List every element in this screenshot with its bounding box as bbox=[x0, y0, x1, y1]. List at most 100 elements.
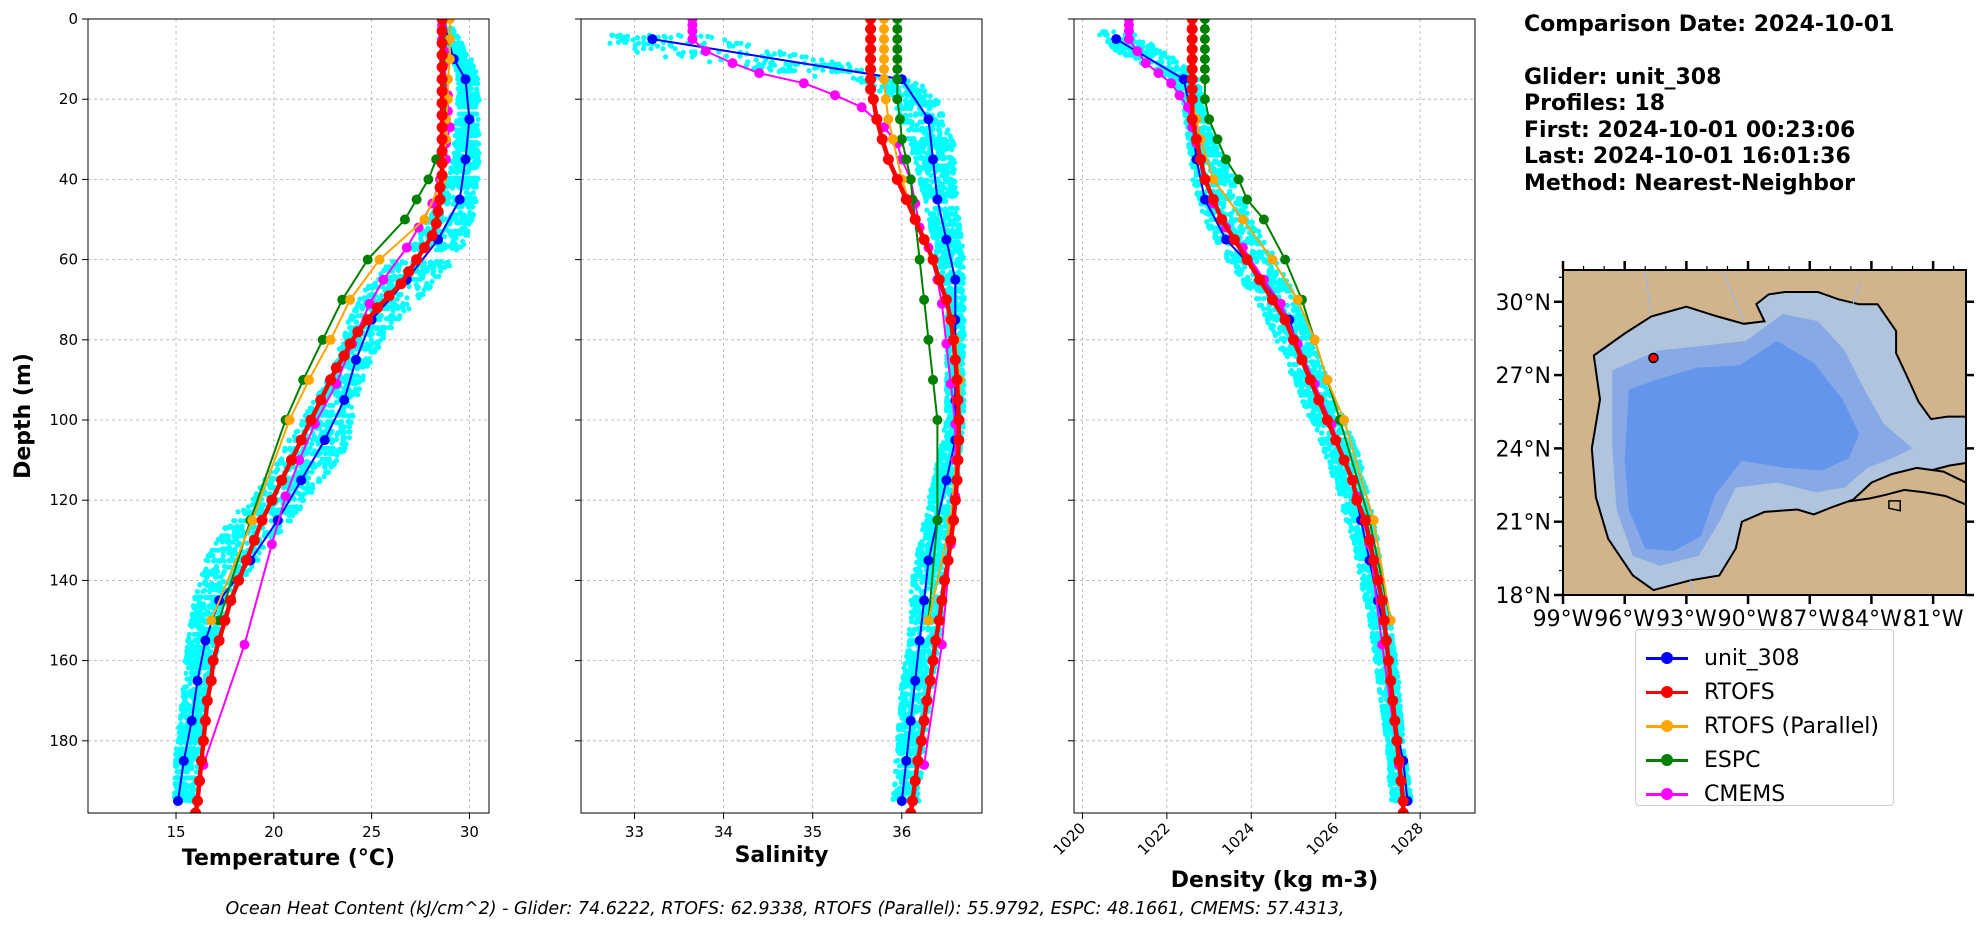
glider-sample-point bbox=[195, 746, 201, 752]
glider-sample-point bbox=[210, 567, 217, 573]
glider-sample-point bbox=[459, 52, 465, 58]
data-point bbox=[434, 181, 446, 193]
glider-sample-point bbox=[458, 209, 464, 215]
glider-sample-point bbox=[424, 280, 430, 286]
data-point bbox=[436, 109, 448, 121]
glider-sample-point bbox=[185, 690, 191, 696]
glider-sample-point bbox=[470, 190, 476, 196]
data-point bbox=[444, 122, 455, 133]
glider-sample-point bbox=[287, 518, 293, 524]
glider-sample-point bbox=[429, 279, 435, 285]
glider-sample-point bbox=[207, 589, 213, 595]
glider-sample-point bbox=[406, 306, 412, 312]
glider-sample-point bbox=[610, 32, 616, 38]
glider-sample-point bbox=[462, 61, 468, 67]
glider-sample-point bbox=[334, 452, 340, 458]
glider-sample-point bbox=[456, 86, 462, 92]
glider-sample-point bbox=[460, 122, 466, 128]
glider-sample-point bbox=[209, 640, 215, 646]
glider-sample-point bbox=[450, 28, 456, 34]
glider-sample-point bbox=[431, 268, 437, 274]
glider-sample-point bbox=[455, 140, 461, 146]
data-point bbox=[436, 49, 448, 61]
glider-sample-point bbox=[309, 482, 315, 488]
glider-sample-point bbox=[918, 94, 925, 101]
glider-sample-point bbox=[641, 39, 647, 45]
glider-sample-point bbox=[959, 367, 965, 373]
glider-sample-point bbox=[346, 435, 352, 441]
glider-sample-point bbox=[955, 227, 961, 233]
data-point bbox=[284, 415, 295, 425]
data-point bbox=[233, 574, 245, 586]
glider-sample-point bbox=[452, 161, 458, 167]
glider-sample-point bbox=[345, 418, 352, 425]
glider-sample-point bbox=[447, 228, 453, 234]
glider-sample-point bbox=[274, 466, 280, 473]
glider-sample-point bbox=[184, 724, 190, 730]
glider-sample-point bbox=[400, 300, 406, 307]
glider-sample-point bbox=[934, 146, 941, 152]
glider-sample-point bbox=[778, 52, 784, 58]
data-point bbox=[436, 157, 448, 169]
x-tick-label: 20 bbox=[264, 823, 283, 841]
glider-sample-point bbox=[237, 518, 244, 524]
glider-sample-point bbox=[424, 268, 430, 274]
glider-sample-point bbox=[324, 469, 330, 475]
glider-sample-point bbox=[340, 436, 346, 442]
data-point bbox=[444, 54, 455, 65]
glider-sample-point bbox=[299, 466, 305, 473]
glider-sample-point bbox=[197, 594, 203, 600]
glider-sample-point bbox=[185, 676, 191, 682]
glider-sample-point bbox=[257, 507, 264, 513]
glider-sample-point bbox=[176, 746, 183, 752]
glider-sample-point bbox=[322, 461, 328, 467]
glider-sample-point bbox=[473, 90, 479, 96]
glider-sample-point bbox=[913, 160, 919, 166]
glider-sample-point bbox=[323, 456, 329, 462]
data-point bbox=[432, 206, 444, 217]
data-point bbox=[413, 222, 424, 233]
glider-sample-point bbox=[941, 207, 947, 213]
glider-sample-point bbox=[959, 272, 965, 278]
data-point bbox=[423, 174, 434, 185]
glider-sample-point bbox=[929, 178, 935, 185]
glider-sample-point bbox=[737, 53, 743, 59]
glider-sample-point bbox=[941, 427, 947, 433]
glider-sample-point bbox=[829, 59, 835, 65]
data-point bbox=[305, 414, 317, 426]
glider-sample-point bbox=[465, 228, 471, 234]
glider-sample-point bbox=[946, 154, 952, 160]
data-point bbox=[239, 639, 250, 650]
data-point bbox=[266, 539, 277, 550]
glider-sample-point bbox=[471, 69, 477, 75]
glider-sample-point bbox=[369, 341, 375, 347]
glider-sample-point bbox=[950, 140, 956, 146]
data-point bbox=[454, 194, 465, 205]
data-point bbox=[374, 254, 385, 265]
glider-sample-point bbox=[461, 140, 467, 146]
glider-sample-point bbox=[465, 61, 471, 67]
glider-sample-point bbox=[287, 446, 293, 452]
data-point bbox=[200, 635, 211, 646]
glider-sample-point bbox=[186, 640, 193, 646]
glider-sample-point bbox=[183, 684, 189, 690]
data-point bbox=[351, 354, 361, 365]
glider-sample-point bbox=[404, 301, 410, 307]
glider-sample-point bbox=[946, 211, 952, 217]
glider-sample-point bbox=[427, 264, 433, 270]
glider-sample-point bbox=[945, 324, 951, 330]
glider-sample-point bbox=[213, 631, 219, 637]
glider-sample-point bbox=[420, 291, 426, 298]
glider-sample-point bbox=[309, 451, 315, 457]
glider-sample-point bbox=[327, 409, 333, 415]
glider-sample-point bbox=[362, 346, 368, 352]
y-tick-label: 180 bbox=[49, 732, 78, 750]
glider-sample-point bbox=[450, 201, 456, 207]
glider-sample-point bbox=[205, 644, 211, 650]
glider-sample-point bbox=[338, 422, 344, 428]
glider-sample-point bbox=[955, 257, 961, 263]
glider-sample-point bbox=[458, 244, 464, 250]
glider-sample-point bbox=[903, 112, 909, 118]
glider-sample-point bbox=[191, 724, 197, 731]
data-point bbox=[199, 715, 211, 727]
